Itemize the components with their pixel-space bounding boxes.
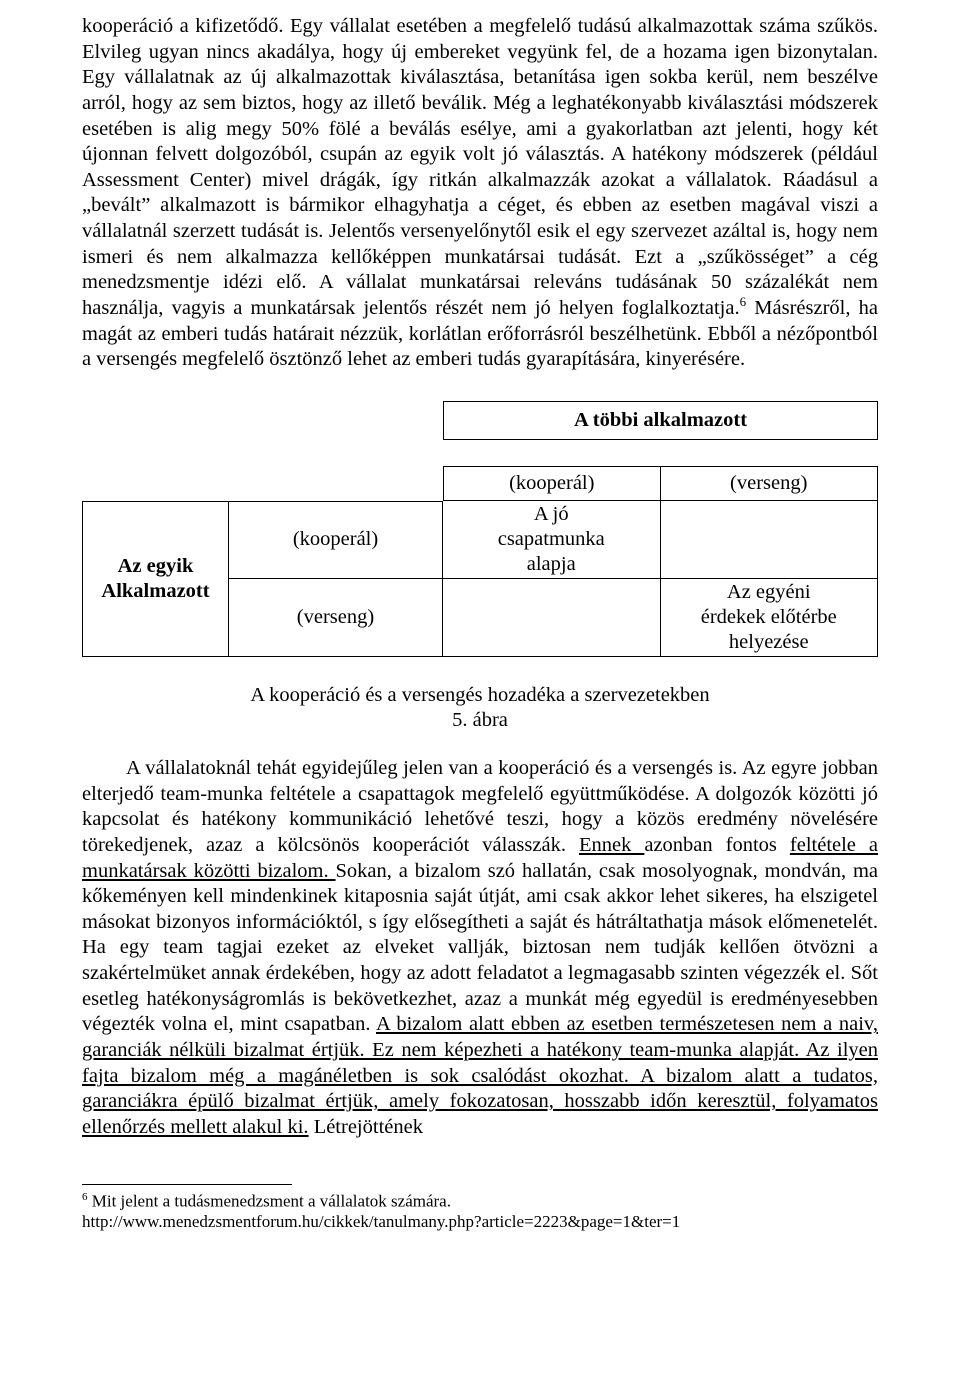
paragraph-2-mid1: azonban fontos xyxy=(644,834,790,856)
footnote-text: Mit jelent a tudásmenedzsment a vállalat… xyxy=(88,1192,451,1211)
table-row-header: Az egyik Alkalmazott xyxy=(82,501,229,657)
paragraph-2-underline-1: Ennek xyxy=(579,834,644,856)
paragraph-text: kooperáció a kifizetődő. Egy vállalat es… xyxy=(82,15,878,319)
figure-caption: A kooperáció és a versengés hozadéka a s… xyxy=(82,683,878,734)
table-row-subheaders: (kooperál) (verseng) xyxy=(229,501,443,657)
game-theory-table: A többi alkalmazott (kooperál) (verseng)… xyxy=(82,401,878,657)
body-paragraph-1: kooperáció a kifizetődő. Egy vállalat es… xyxy=(82,14,878,373)
paragraph-2-post: Létrejöttének xyxy=(309,1116,423,1138)
row-header-line1: Az egyik xyxy=(118,554,194,579)
table-top-header: A többi alkalmazott xyxy=(443,401,878,440)
caption-line2: 5. ábra xyxy=(82,708,878,734)
table-main-grid: Az egyik Alkalmazott (kooperál) (verseng… xyxy=(82,501,878,657)
col-header-verseng: (verseng) xyxy=(661,466,879,501)
table-matrix: A jó csapatmunka alapja Az egyéni érdeke… xyxy=(443,501,878,657)
cell-kooperal-kooperal: A jó csapatmunka alapja xyxy=(443,501,661,579)
cell-verseng-verseng: Az egyéni érdekek előtérbe helyezése xyxy=(661,579,879,657)
footnote-url: http://www.menedzsmentforum.hu/cikkek/ta… xyxy=(82,1212,680,1231)
row-subheader-kooperal: (kooperál) xyxy=(229,501,443,579)
footnote-separator xyxy=(82,1184,292,1185)
cell-verseng-kooperal xyxy=(443,579,661,657)
body-paragraph-2: A vállalatoknál tehát egyidejűleg jelen … xyxy=(82,756,878,1140)
table-column-headers: (kooperál) (verseng) xyxy=(443,466,878,501)
row-subheader-verseng: (verseng) xyxy=(229,579,443,657)
paragraph-2-mid2: Sokan, a bizalom szó hallatán, csak moso… xyxy=(82,860,878,1036)
cell-kooperal-verseng xyxy=(661,501,879,579)
footnote: 6 Mit jelent a tudásmenedzsment a vállal… xyxy=(82,1191,878,1232)
row-header-line2: Alkalmazott xyxy=(101,579,209,604)
footnote-ref-6: 6 xyxy=(740,294,747,309)
caption-line1: A kooperáció és a versengés hozadéka a s… xyxy=(82,683,878,709)
col-header-kooperal: (kooperál) xyxy=(443,466,661,501)
